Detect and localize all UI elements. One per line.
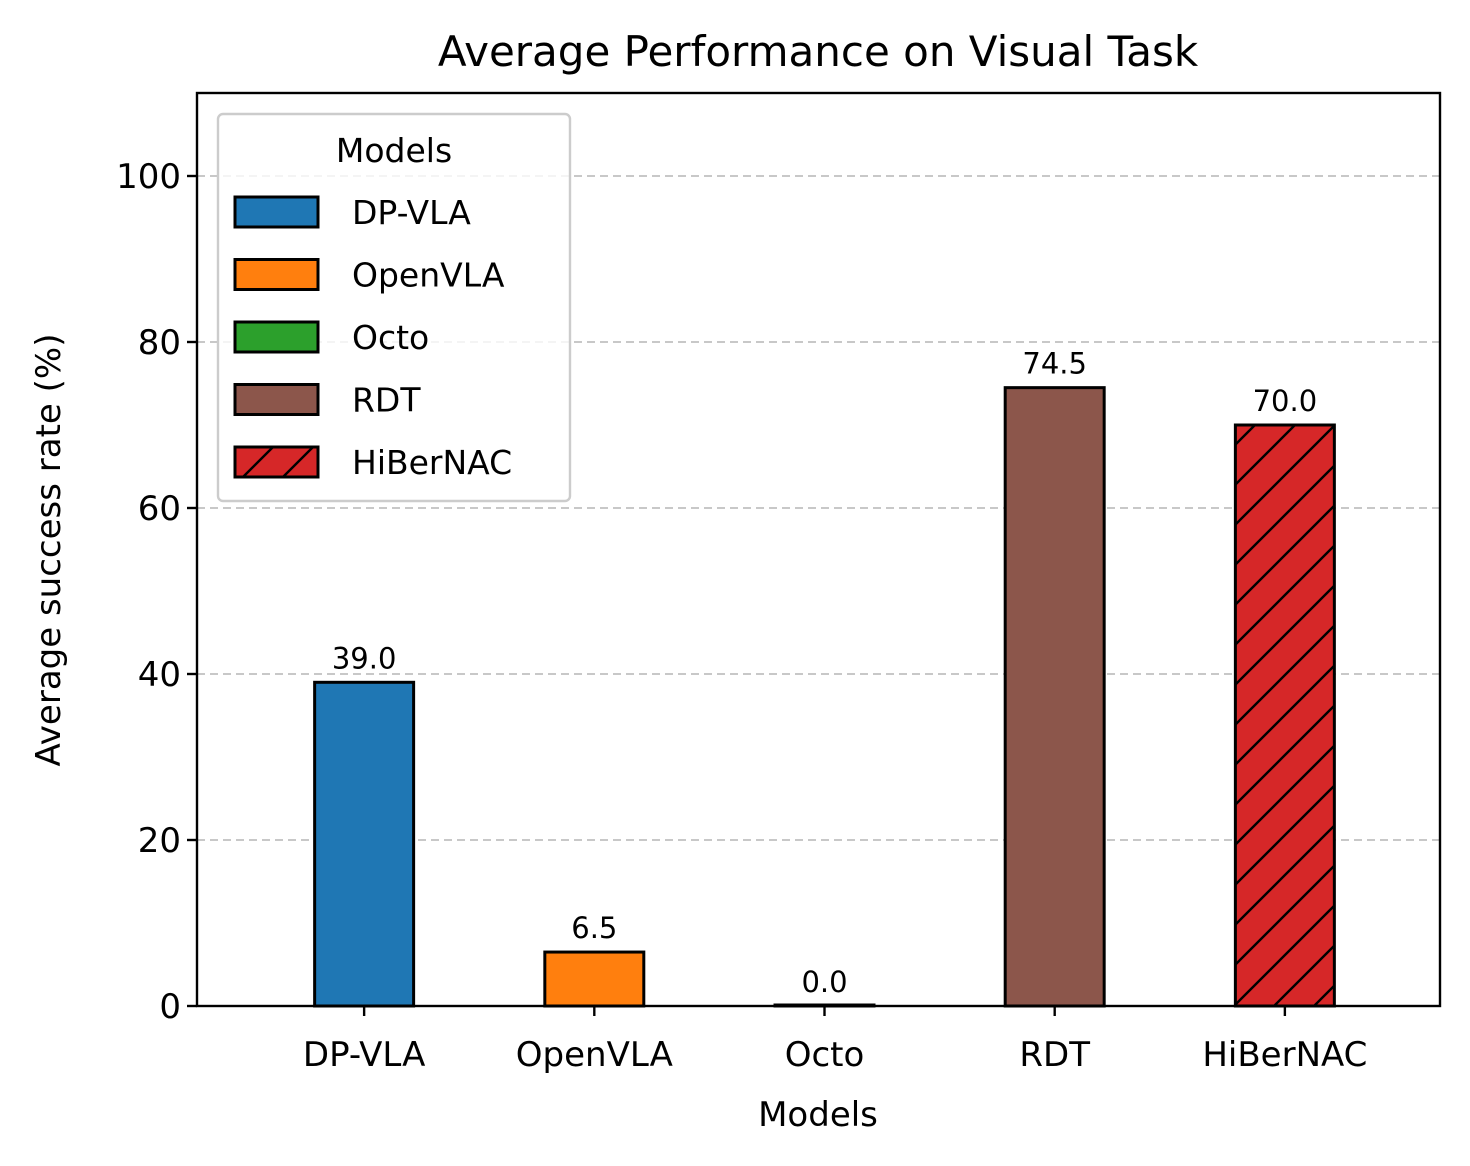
chart-title: Average Performance on Visual Task xyxy=(438,27,1199,76)
x-axis-ticks: DP-VLA OpenVLA Octo RDT HiBerNAC xyxy=(303,1006,1367,1075)
bar-openvla xyxy=(543,950,646,1008)
legend-title: Models xyxy=(336,131,452,170)
plot-area-frame xyxy=(195,91,1442,1008)
x-tick-label-dp-vla: DP-VLA xyxy=(303,1035,425,1075)
legend-label-octo: Octo xyxy=(352,318,429,357)
y-tick-label-80: 80 xyxy=(138,323,181,363)
y-tick-label-20: 20 xyxy=(138,821,181,861)
bar-rdt xyxy=(1003,386,1106,1008)
bar-value-labels: 39.0 6.5 0.0 74.5 70.0 xyxy=(332,347,1317,999)
y-axis-label: Average success rate (%) xyxy=(29,334,69,767)
y-tick-label-0: 0 xyxy=(159,987,181,1027)
legend-label-rdt: RDT xyxy=(352,381,421,420)
legend-swatch-octo xyxy=(233,320,320,354)
x-axis-label: Models xyxy=(758,1095,878,1135)
bar-value-label-openvla: 6.5 xyxy=(571,911,617,945)
legend-label-dp-vla: DP-VLA xyxy=(352,193,471,232)
legend-swatch-openvla xyxy=(233,258,320,291)
bar-dp-vla xyxy=(313,680,416,1008)
bar-value-label-octo: 0.0 xyxy=(801,965,847,999)
bar-value-label-dp-vla: 39.0 xyxy=(332,641,397,675)
bar-value-label-rdt: 74.5 xyxy=(1022,347,1087,381)
y-tick-label-60: 60 xyxy=(138,489,181,529)
bars xyxy=(313,386,1336,1008)
legend-swatch-rdt xyxy=(233,383,320,416)
bar-value-label-hibernac: 70.0 xyxy=(1253,384,1318,418)
legend-swatch-hibernac xyxy=(233,445,320,479)
x-tick-label-openvla: OpenVLA xyxy=(516,1035,673,1075)
x-tick-label-hibernac: HiBerNAC xyxy=(1202,1035,1367,1075)
bar-hibernac xyxy=(1233,423,1336,1008)
x-tick-label-rdt: RDT xyxy=(1019,1035,1090,1075)
y-axis-ticks: 0 20 40 60 80 100 xyxy=(116,157,197,1027)
y-tick-label-100: 100 xyxy=(116,157,181,197)
y-tick-label-40: 40 xyxy=(138,655,181,695)
legend: Models DP-VLA OpenVLA Octo RDT HiBerNAC xyxy=(216,112,572,503)
legend-label-openvla: OpenVLA xyxy=(352,256,505,295)
legend-label-hibernac: HiBerNAC xyxy=(352,443,512,482)
legend-swatch-dp-vla xyxy=(233,195,320,229)
x-tick-label-octo: Octo xyxy=(785,1035,865,1075)
